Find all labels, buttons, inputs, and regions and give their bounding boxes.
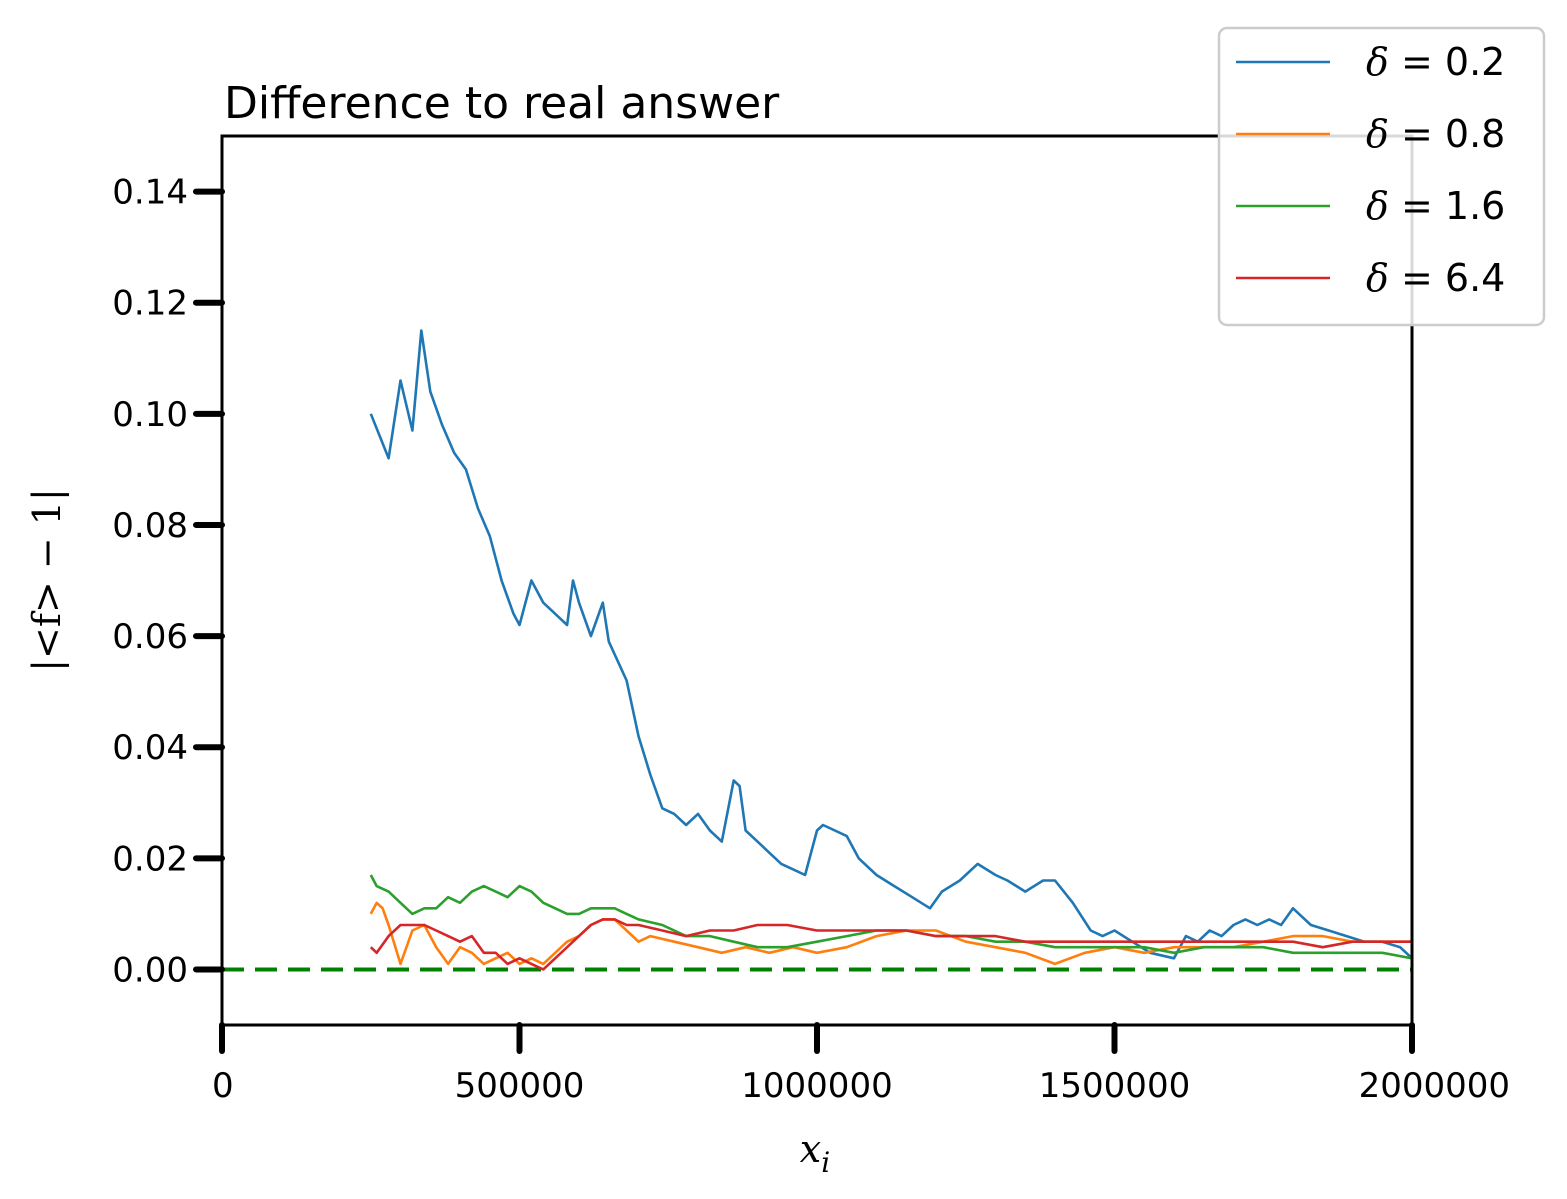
x-tick-label: 1500000 (1039, 1066, 1190, 1106)
series-line (369, 874, 1412, 960)
legend-entry-symbol: δ (1366, 256, 1389, 300)
legend-entry-value: = 0.2 (1389, 40, 1505, 84)
chart-title: Difference to real answer (224, 78, 780, 129)
legend-entry-symbol: δ (1366, 184, 1389, 228)
x-axis-label: xi (800, 1127, 830, 1179)
y-tick-label: 0.14 (112, 173, 188, 213)
legend-box (1217, 26, 1546, 327)
legend: δ = 0.2δ = 0.8δ = 1.6δ = 6.4 (1217, 26, 1546, 327)
x-axis: 0 500000 1000000 1500000 2000000 (212, 1022, 1510, 1106)
series-line (369, 901, 1412, 966)
legend-entry-value: = 6.4 (1389, 256, 1505, 300)
x-axis-label-subscript: i (821, 1146, 830, 1179)
series-line (369, 918, 1412, 971)
y-tick-label: 0.12 (112, 284, 188, 324)
plot-area (222, 329, 1412, 972)
y-tick-label: 0.08 (112, 506, 188, 546)
legend-entry: δ = 6.4 (1366, 256, 1505, 300)
y-tick-label: 0.00 (112, 950, 188, 990)
legend-entry-value: = 0.8 (1389, 112, 1505, 156)
legend-entry-value: = 1.6 (1389, 184, 1505, 228)
y-tick-label: 0.10 (112, 395, 188, 435)
legend-entry: δ = 0.2 (1366, 40, 1505, 84)
series-line (369, 329, 1412, 960)
y-axis-label: |<f> − 1| (25, 488, 69, 672)
x-axis-label-main: x (800, 1127, 821, 1171)
x-tick-label: 1000000 (741, 1066, 892, 1106)
series-layer (222, 329, 1412, 972)
y-tick-label: 0.04 (112, 728, 188, 768)
legend-entry: δ = 1.6 (1366, 184, 1505, 228)
x-tick-label: 0 (212, 1066, 234, 1106)
y-tick-label: 0.06 (112, 617, 188, 657)
legend-entry-symbol: δ (1366, 112, 1389, 156)
legend-entry-symbol: δ (1366, 40, 1389, 84)
y-axis: 0.00 0.02 0.04 0.06 0.08 0.10 0.12 0.14 (112, 173, 225, 990)
y-tick-label: 0.02 (112, 839, 188, 879)
x-tick-label: 2000000 (1359, 1066, 1510, 1106)
x-tick-label: 500000 (455, 1066, 585, 1106)
legend-entry: δ = 0.8 (1366, 112, 1505, 156)
